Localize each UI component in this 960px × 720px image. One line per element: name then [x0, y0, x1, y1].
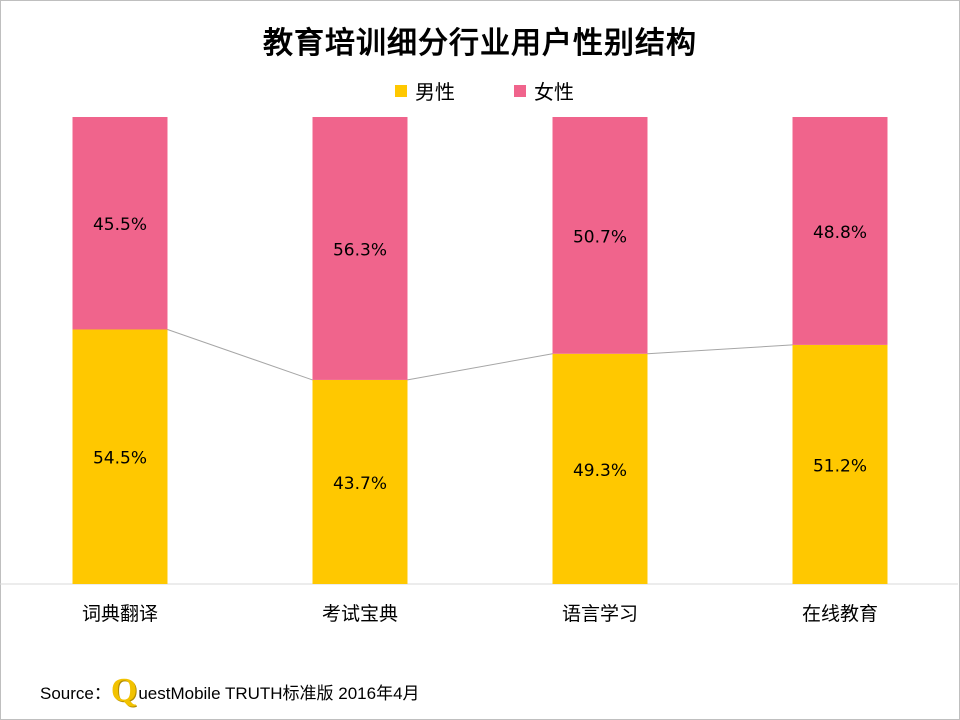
source-note: Source： Q uestMobile TRUTH标准版 2016年4月 [40, 672, 420, 709]
data-label-female-1: 45.5% [93, 215, 147, 235]
x-tick-label-4: 在线教育 [802, 603, 878, 625]
legend-swatch-female [514, 84, 526, 97]
bar-female-1 [72, 117, 168, 330]
bar-male-4 [792, 344, 888, 584]
data-label-female-2: 56.3% [333, 240, 387, 260]
series-line-3 [647, 344, 793, 355]
bar-female-2 [312, 117, 408, 380]
legend-label-male: 男性 [415, 80, 455, 104]
legend-item-male: 男性 [395, 76, 455, 105]
source-label: Source： [40, 684, 111, 703]
bar-male-2 [312, 379, 408, 584]
data-label-female-4: 48.8% [813, 223, 867, 243]
data-label-female-3: 50.7% [573, 227, 627, 247]
series-line-1 [167, 329, 313, 381]
chart-legend: 男性 女性 [0, 76, 960, 104]
legend-swatch-male [395, 84, 407, 97]
bar-male-3 [552, 353, 648, 584]
legend-label-female: 女性 [534, 80, 574, 104]
data-label-male-4: 51.2% [813, 456, 867, 476]
source-text: uestMobile TRUTH标准版 2016年4月 [138, 684, 420, 703]
data-label-male-2: 43.7% [333, 474, 387, 494]
x-tick-label-2: 考试宝典 [322, 603, 398, 625]
questmobile-logo-letter: Q [110, 672, 138, 709]
bar-female-4 [792, 117, 888, 345]
legend-item-female: 女性 [514, 76, 574, 105]
bar-male-1 [72, 329, 168, 584]
data-label-male-1: 54.5% [93, 449, 147, 469]
bar-female-3 [552, 117, 648, 354]
x-tick-label-3: 语言学习 [562, 603, 638, 625]
series-line-2 [407, 353, 553, 381]
chart-title: 教育培训细分行业用户性别结构 [263, 26, 697, 61]
x-tick-label-1: 词典翻译 [82, 603, 158, 625]
data-label-male-3: 49.3% [573, 461, 627, 481]
